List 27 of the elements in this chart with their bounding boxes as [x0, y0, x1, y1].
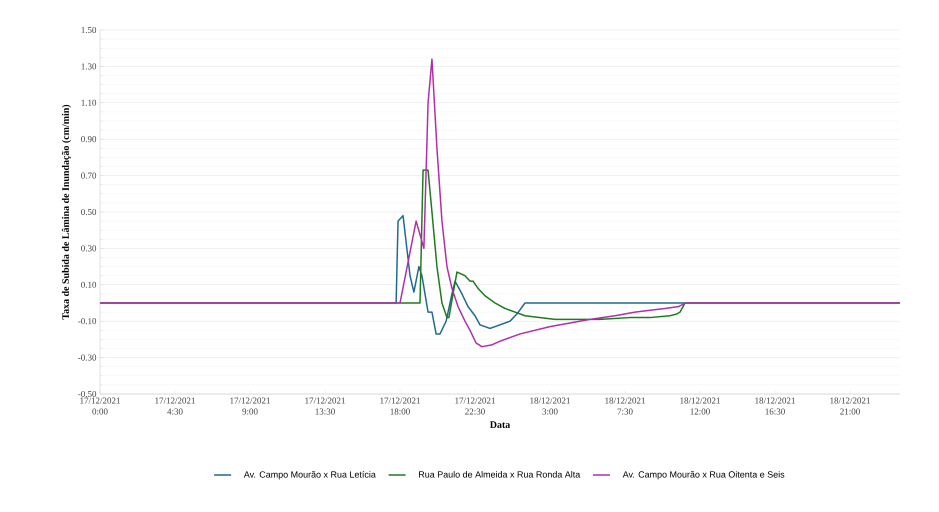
legend-label: Av. Campo Mourão x Rua Letícia: [244, 470, 376, 480]
x-tick-label: 17/12/2021 4:30: [155, 398, 195, 415]
x-axis-title: Data: [490, 421, 510, 428]
x-tick-label: 18/12/2021 12:00: [680, 398, 720, 415]
y-tick-label: 0.70: [81, 172, 96, 179]
x-tick-label: 17/12/2021 18:00: [380, 398, 420, 415]
legend-label: Rua Paulo de Almeida x Rua Ronda Alta: [419, 471, 580, 478]
x-tick-label: 18/12/2021 3:00: [530, 398, 570, 415]
x-tick-label: 17/12/2021 9:00: [230, 398, 270, 415]
y-axis-title: Taxa de Subida de Lâmina de Inundação (cm/min): [62, 104, 71, 320]
y-tick-label: 0.30: [81, 245, 96, 252]
y-tick-label: 0.10: [81, 282, 96, 288]
x-tick-label: 17/12/2021 22:30: [455, 398, 495, 415]
y-tick-label: 0.90: [81, 136, 96, 142]
y-tick-label: 1.30: [82, 63, 96, 70]
y-tick-label: 1.10: [82, 100, 96, 106]
y-tick-label: -0.10: [78, 318, 96, 324]
x-tick-label: 17/12/2021 0:00: [80, 398, 120, 415]
legend-label: Av. Campo Mourão x Rua Oitenta e Seis: [622, 471, 784, 480]
x-tick-label: 17/12/2021 13:30: [305, 398, 345, 415]
y-tick-label: 1.50: [82, 26, 96, 34]
y-tick-label: 0.50: [81, 208, 96, 216]
x-tick-label: 18/12/2021 16:30: [755, 398, 795, 415]
y-tick-label: -0.30: [78, 354, 96, 361]
x-tick-label: 18/12/2021 21:00: [830, 398, 870, 415]
x-tick-label: 18/12/2021 7:30: [605, 398, 645, 415]
y-tick-label: -0.50: [78, 390, 96, 398]
